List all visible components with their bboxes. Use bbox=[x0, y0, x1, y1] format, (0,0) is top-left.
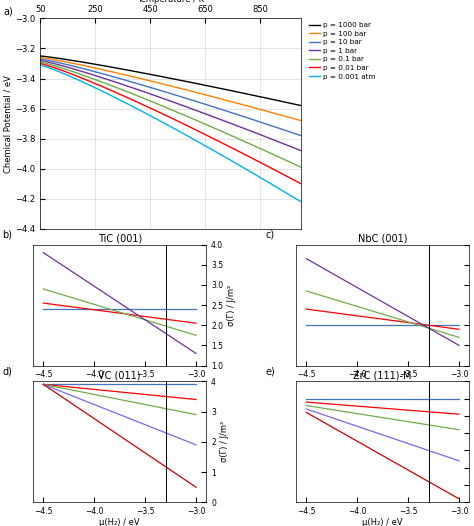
p = 0.01 bar bbox=[197, 129, 203, 135]
p = 100 bar bbox=[192, 89, 198, 95]
p = 0.1 bar bbox=[37, 59, 43, 65]
p = 1 bar bbox=[197, 108, 203, 115]
X-axis label: Temperature / K: Temperature / K bbox=[137, 0, 204, 4]
p = 100 bar bbox=[38, 54, 44, 60]
X-axis label: μ(H₂) / eV: μ(H₂) / eV bbox=[363, 518, 403, 526]
X-axis label: μ(H₂) / eV: μ(H₂) / eV bbox=[100, 381, 140, 390]
Line: p = 1000 bar: p = 1000 bar bbox=[40, 56, 301, 106]
p = 10 bar bbox=[273, 124, 279, 130]
Y-axis label: Chemical Potential / eV: Chemical Potential / eV bbox=[3, 75, 12, 173]
p = 0.001 atm bbox=[192, 137, 198, 143]
Legend: p = 1000 bar, p = 100 bar, p = 10 bar, p = 1 bar, p = 0.1 bar, p = 0.01 bar, p =: p = 1000 bar, p = 100 bar, p = 10 bar, p… bbox=[310, 22, 375, 79]
p = 1000 bar bbox=[273, 97, 279, 104]
p = 1000 bar bbox=[192, 80, 198, 86]
p = 100 bar bbox=[37, 54, 43, 60]
p = 1000 bar bbox=[257, 94, 263, 100]
p = 100 bar bbox=[257, 106, 263, 113]
p = 0.01 bar bbox=[257, 159, 263, 165]
Line: p = 0.001 atm: p = 0.001 atm bbox=[40, 65, 301, 202]
p = 0.1 bar bbox=[257, 145, 263, 151]
Line: p = 0.1 bar: p = 0.1 bar bbox=[40, 62, 301, 167]
p = 1 bar bbox=[257, 132, 263, 138]
p = 10 bar bbox=[298, 133, 304, 139]
Line: p = 10 bar: p = 10 bar bbox=[40, 59, 301, 136]
Title: VC (011): VC (011) bbox=[99, 371, 141, 381]
p = 0.01 bar bbox=[192, 127, 198, 133]
p = 10 bar bbox=[257, 119, 263, 125]
p = 0.001 atm bbox=[197, 139, 203, 146]
p = 100 bar bbox=[273, 110, 279, 117]
p = 10 bar bbox=[197, 99, 203, 106]
p = 0.01 bar bbox=[37, 60, 43, 67]
p = 1000 bar bbox=[192, 80, 198, 86]
p = 100 bar bbox=[197, 90, 203, 97]
Text: d): d) bbox=[2, 367, 12, 377]
p = 0.1 bar bbox=[273, 153, 279, 159]
Y-axis label: σ(Γ) / J/m²: σ(Γ) / J/m² bbox=[220, 421, 229, 462]
p = 0.01 bar bbox=[38, 60, 44, 67]
p = 10 bar bbox=[38, 56, 44, 62]
p = 0.01 bar bbox=[298, 180, 304, 187]
p = 1 bar bbox=[273, 138, 279, 144]
Legend: Γ = 0, Γ = 2, Γ = 4, Γ = 8: Γ = 0, Γ = 2, Γ = 4, Γ = 8 bbox=[317, 415, 449, 427]
Line: p = 0.01 bar: p = 0.01 bar bbox=[40, 64, 301, 184]
p = 1000 bar bbox=[298, 103, 304, 109]
p = 1000 bar bbox=[37, 53, 43, 59]
p = 1 bar bbox=[298, 147, 304, 154]
Legend: Γ=0, Γ=2, Γ=4, Γ=8: Γ=0, Γ=2, Γ=4, Γ=8 bbox=[63, 415, 177, 427]
Text: e): e) bbox=[265, 367, 275, 377]
p = 0.001 atm bbox=[257, 174, 263, 180]
Text: b): b) bbox=[2, 230, 12, 240]
p = 1000 bar bbox=[38, 53, 44, 59]
Line: p = 1 bar: p = 1 bar bbox=[40, 60, 301, 150]
Text: a): a) bbox=[4, 6, 14, 16]
p = 100 bar bbox=[298, 117, 304, 124]
Title: NbC (001): NbC (001) bbox=[358, 234, 408, 244]
p = 0.01 bar bbox=[273, 168, 279, 174]
p = 0.001 atm bbox=[37, 62, 43, 68]
p = 0.01 bar bbox=[192, 126, 198, 133]
Line: p = 100 bar: p = 100 bar bbox=[40, 57, 301, 120]
X-axis label: μ(H₂) / eV: μ(H₂) / eV bbox=[100, 518, 140, 526]
p = 0.1 bar bbox=[192, 116, 198, 123]
p = 10 bar bbox=[192, 98, 198, 104]
p = 10 bar bbox=[192, 98, 198, 104]
p = 0.1 bar bbox=[298, 164, 304, 170]
p = 0.001 atm bbox=[273, 184, 279, 190]
Text: c): c) bbox=[265, 230, 274, 240]
Title: ZrC (111)-M: ZrC (111)-M bbox=[354, 371, 412, 381]
p = 0.001 atm bbox=[298, 199, 304, 205]
p = 0.1 bar bbox=[38, 59, 44, 65]
Y-axis label: σ(Γ) / J/m²: σ(Γ) / J/m² bbox=[228, 285, 237, 326]
p = 10 bar bbox=[37, 56, 43, 62]
p = 100 bar bbox=[192, 89, 198, 95]
p = 1 bar bbox=[38, 57, 44, 64]
p = 0.1 bar bbox=[197, 119, 203, 125]
p = 1000 bar bbox=[197, 81, 203, 87]
p = 0.001 atm bbox=[38, 62, 44, 68]
p = 1 bar bbox=[192, 107, 198, 113]
Title: TiC (001): TiC (001) bbox=[98, 234, 142, 244]
p = 0.001 atm bbox=[192, 137, 198, 144]
X-axis label: μ(H₂) / eV: μ(H₂) / eV bbox=[363, 381, 403, 390]
p = 1 bar bbox=[192, 107, 198, 113]
p = 1 bar bbox=[37, 57, 43, 64]
p = 0.1 bar bbox=[192, 117, 198, 123]
